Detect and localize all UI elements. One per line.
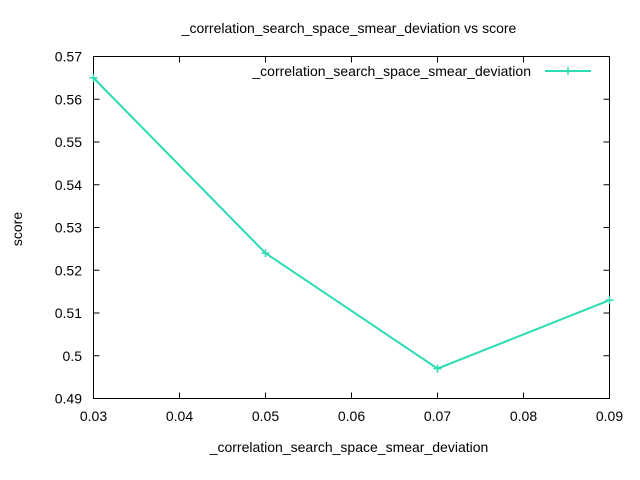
data-point-marker (433, 364, 442, 373)
x-tick-label: 0.06 (338, 408, 365, 424)
y-tick-label: 0.57 (55, 49, 82, 65)
data-point-marker (605, 296, 614, 305)
chart-title: _correlation_search_space_smear_deviatio… (181, 20, 517, 36)
legend-marker-icon (564, 67, 572, 75)
legend-label: _correlation_search_space_smear_deviatio… (251, 63, 531, 79)
x-tick-label: 0.09 (596, 408, 623, 424)
data-point-marker (261, 249, 270, 258)
series-line (92, 77, 610, 370)
x-tick-label: 0.07 (424, 408, 451, 424)
x-axis: 0.03 0.04 0.05 0.06 0.07 0.08 0.09 (80, 56, 623, 424)
y-tick-label: 0.5 (63, 348, 83, 364)
y-tick-label: 0.52 (55, 262, 82, 278)
y-tick-label: 0.51 (55, 305, 82, 321)
data-point-marker (89, 73, 98, 82)
plot-frame (93, 56, 610, 399)
legend: _correlation_search_space_smear_deviatio… (251, 63, 591, 79)
x-tick-label: 0.08 (510, 408, 537, 424)
y-tick-label: 0.53 (55, 220, 82, 236)
y-tick-label: 0.49 (55, 391, 82, 407)
y-tick-label: 0.54 (55, 177, 82, 193)
y-tick-label: 0.55 (55, 134, 82, 150)
y-tick-label: 0.56 (55, 91, 82, 107)
series-layer (89, 73, 614, 373)
y-axis: 0.49 0.5 0.51 0.52 0.53 0.54 0.55 0.56 0.57 (55, 49, 610, 407)
y-axis-label: score (9, 212, 25, 246)
x-tick-label: 0.05 (252, 408, 279, 424)
x-tick-label: 0.04 (166, 408, 193, 424)
x-tick-label: 0.03 (80, 408, 107, 424)
x-axis-label: _correlation_search_space_smear_deviatio… (209, 439, 489, 455)
